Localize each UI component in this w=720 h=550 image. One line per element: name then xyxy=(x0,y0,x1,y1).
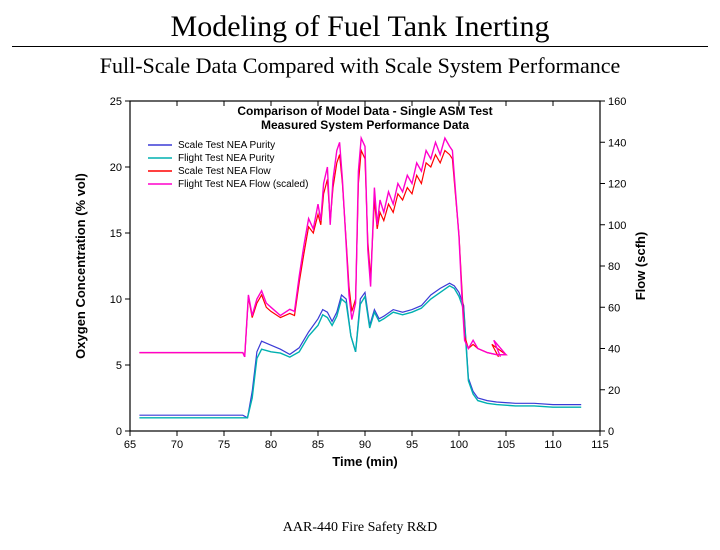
svg-text:0: 0 xyxy=(116,426,122,438)
svg-text:80: 80 xyxy=(608,261,620,273)
legend-label: Flight Test NEA Flow (scaled) xyxy=(178,179,308,190)
svg-text:10: 10 xyxy=(110,294,122,306)
slide-footer: AAR-440 Fire Safety R&D xyxy=(0,520,720,536)
slide-subtitle: Full-Scale Data Compared with Scale Syst… xyxy=(0,53,720,79)
slide-root: Modeling of Fuel Tank Inerting Full-Scal… xyxy=(0,10,720,550)
svg-text:0: 0 xyxy=(608,426,614,438)
svg-text:Time (min): Time (min) xyxy=(332,454,398,469)
svg-text:105: 105 xyxy=(497,439,515,451)
legend-label: Scale Test NEA Flow xyxy=(178,166,271,177)
legend-label: Flight Test NEA Purity xyxy=(178,153,275,164)
svg-text:110: 110 xyxy=(544,439,562,451)
chart-svg: 6570758085909510010511011505101520250204… xyxy=(60,83,660,483)
svg-text:115: 115 xyxy=(591,439,609,451)
svg-text:75: 75 xyxy=(218,439,230,451)
svg-text:80: 80 xyxy=(265,439,277,451)
svg-text:65: 65 xyxy=(124,439,136,451)
svg-text:85: 85 xyxy=(312,439,324,451)
svg-text:Comparison of Model Data - Sin: Comparison of Model Data - Single ASM Te… xyxy=(237,104,492,118)
svg-text:140: 140 xyxy=(608,137,626,149)
svg-text:20: 20 xyxy=(110,162,122,174)
svg-text:15: 15 xyxy=(110,228,122,240)
svg-text:25: 25 xyxy=(110,96,122,108)
title-underline xyxy=(12,46,708,47)
svg-text:100: 100 xyxy=(608,220,626,232)
svg-text:Measured System Performance Da: Measured System Performance Data xyxy=(261,118,469,132)
svg-text:90: 90 xyxy=(359,439,371,451)
svg-text:60: 60 xyxy=(608,302,620,314)
svg-text:40: 40 xyxy=(608,344,620,356)
svg-text:20: 20 xyxy=(608,385,620,397)
svg-text:Flow (scfh): Flow (scfh) xyxy=(633,232,648,301)
slide-title: Modeling of Fuel Tank Inerting xyxy=(0,10,720,44)
svg-text:160: 160 xyxy=(608,96,626,108)
chart-container: 6570758085909510010511011505101520250204… xyxy=(60,83,660,483)
svg-text:70: 70 xyxy=(171,439,183,451)
svg-text:5: 5 xyxy=(116,360,122,372)
svg-text:Oxygen Concentration (% vol): Oxygen Concentration (% vol) xyxy=(73,173,88,359)
svg-text:95: 95 xyxy=(406,439,418,451)
svg-text:100: 100 xyxy=(450,439,468,451)
svg-text:120: 120 xyxy=(608,179,626,191)
legend-label: Scale Test NEA Purity xyxy=(178,140,275,151)
